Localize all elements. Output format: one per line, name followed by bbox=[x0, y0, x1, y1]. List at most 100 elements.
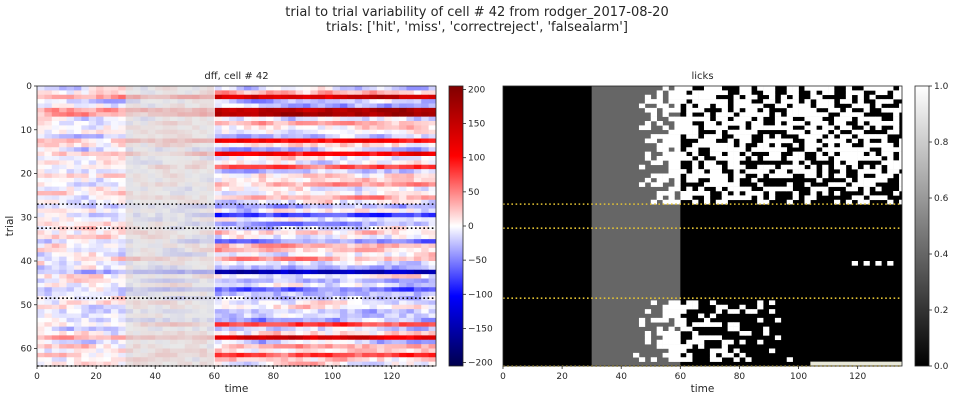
dff-cell bbox=[332, 361, 341, 366]
dff-cell bbox=[73, 247, 82, 253]
lick-cell bbox=[810, 134, 817, 139]
lick-cell bbox=[857, 129, 864, 135]
dff-cell bbox=[221, 313, 230, 319]
dff-cell bbox=[273, 195, 282, 201]
dff-cell bbox=[399, 335, 407, 341]
dff-cell bbox=[280, 204, 289, 209]
lick-cell bbox=[638, 103, 646, 109]
dff-cell bbox=[118, 247, 127, 253]
lick-cell bbox=[715, 199, 723, 205]
dff-cell bbox=[362, 142, 370, 148]
lick-cell bbox=[786, 99, 793, 104]
dff-cell bbox=[81, 195, 90, 201]
dff-cell bbox=[221, 291, 230, 297]
dff-cell bbox=[103, 116, 112, 122]
dff-cell bbox=[362, 331, 370, 336]
dff-cell bbox=[288, 121, 297, 126]
lick-cell bbox=[804, 86, 811, 91]
dff-cell bbox=[44, 287, 53, 293]
dff-cell bbox=[288, 252, 297, 258]
dff-cell bbox=[295, 348, 304, 354]
dff-cell bbox=[118, 291, 127, 297]
dff-cell bbox=[229, 121, 237, 126]
dff-cell bbox=[421, 322, 430, 328]
dff-cell bbox=[236, 331, 245, 336]
lick-cell bbox=[869, 142, 876, 148]
dff-cell bbox=[73, 243, 82, 249]
dff-cell bbox=[325, 309, 333, 314]
dff-cell bbox=[236, 304, 245, 310]
dff-cell bbox=[66, 291, 75, 297]
dff-cell bbox=[221, 160, 230, 166]
dff-cell bbox=[406, 116, 415, 122]
lick-cell bbox=[845, 177, 853, 183]
dff-cell bbox=[96, 339, 104, 345]
dff-cell bbox=[118, 107, 127, 113]
dff-cell bbox=[88, 103, 97, 109]
dff-cell bbox=[214, 86, 223, 91]
lick-cell bbox=[662, 107, 669, 113]
dff-cell bbox=[103, 243, 112, 249]
dff-cell bbox=[362, 282, 370, 288]
dff-cell bbox=[421, 138, 430, 144]
lick-cell bbox=[703, 322, 711, 327]
dff-cell bbox=[288, 313, 297, 319]
lick-cell bbox=[715, 357, 723, 362]
dff-cell bbox=[332, 116, 341, 122]
lick-cell bbox=[739, 173, 746, 179]
lick-cell bbox=[739, 352, 746, 358]
lick-cell bbox=[733, 151, 740, 157]
dff-cell bbox=[280, 99, 289, 104]
lick-cell bbox=[709, 169, 717, 174]
dff-cell bbox=[103, 186, 112, 192]
dff-cell bbox=[399, 357, 407, 363]
lick-cell bbox=[763, 199, 770, 205]
dff-cell bbox=[88, 309, 97, 314]
dff-cell bbox=[243, 256, 252, 262]
dff-cell bbox=[413, 313, 422, 319]
dff-cell bbox=[88, 361, 97, 366]
dff-cell bbox=[369, 247, 378, 253]
dff-cell bbox=[317, 261, 326, 266]
dff-cell bbox=[288, 125, 297, 131]
lick-cell bbox=[703, 195, 711, 201]
lick-cell bbox=[668, 309, 675, 314]
dff-cell bbox=[406, 361, 415, 366]
lick-cell bbox=[656, 177, 663, 183]
dff-cell bbox=[347, 199, 356, 205]
dff-cell bbox=[280, 317, 289, 323]
dff-cell bbox=[221, 208, 230, 214]
dff-cell bbox=[243, 177, 252, 183]
dff-cell bbox=[73, 94, 82, 100]
dff-cell bbox=[118, 265, 127, 271]
dff-cell bbox=[73, 134, 82, 139]
dff-cell bbox=[325, 199, 333, 205]
lick-cell bbox=[769, 195, 776, 201]
lick-cell bbox=[709, 300, 717, 306]
dff-cell bbox=[369, 335, 378, 341]
dff-cell bbox=[369, 243, 378, 249]
lick-cell bbox=[680, 125, 687, 131]
dff-cell bbox=[243, 151, 252, 157]
dff-cell bbox=[88, 107, 97, 113]
dff-cell bbox=[266, 147, 274, 153]
lick-cell bbox=[668, 107, 675, 113]
dff-cell bbox=[428, 287, 436, 293]
dff-cell bbox=[66, 300, 75, 306]
dff-cell bbox=[110, 169, 119, 174]
dff-cell bbox=[406, 230, 415, 236]
dff-cell bbox=[266, 177, 274, 183]
dff-cell bbox=[258, 221, 267, 227]
dff-cell bbox=[421, 99, 430, 104]
dff-cell bbox=[295, 116, 304, 122]
dff-cell bbox=[251, 156, 260, 161]
dff-cell bbox=[96, 287, 104, 293]
lick-cell bbox=[686, 134, 693, 139]
dff-cell bbox=[332, 156, 341, 161]
dff-cell bbox=[251, 226, 260, 231]
dff-cell bbox=[96, 274, 104, 279]
dff-cell bbox=[59, 177, 67, 183]
dff-cell bbox=[243, 265, 252, 271]
dff-cell bbox=[59, 138, 67, 144]
dff-cell bbox=[273, 90, 282, 96]
